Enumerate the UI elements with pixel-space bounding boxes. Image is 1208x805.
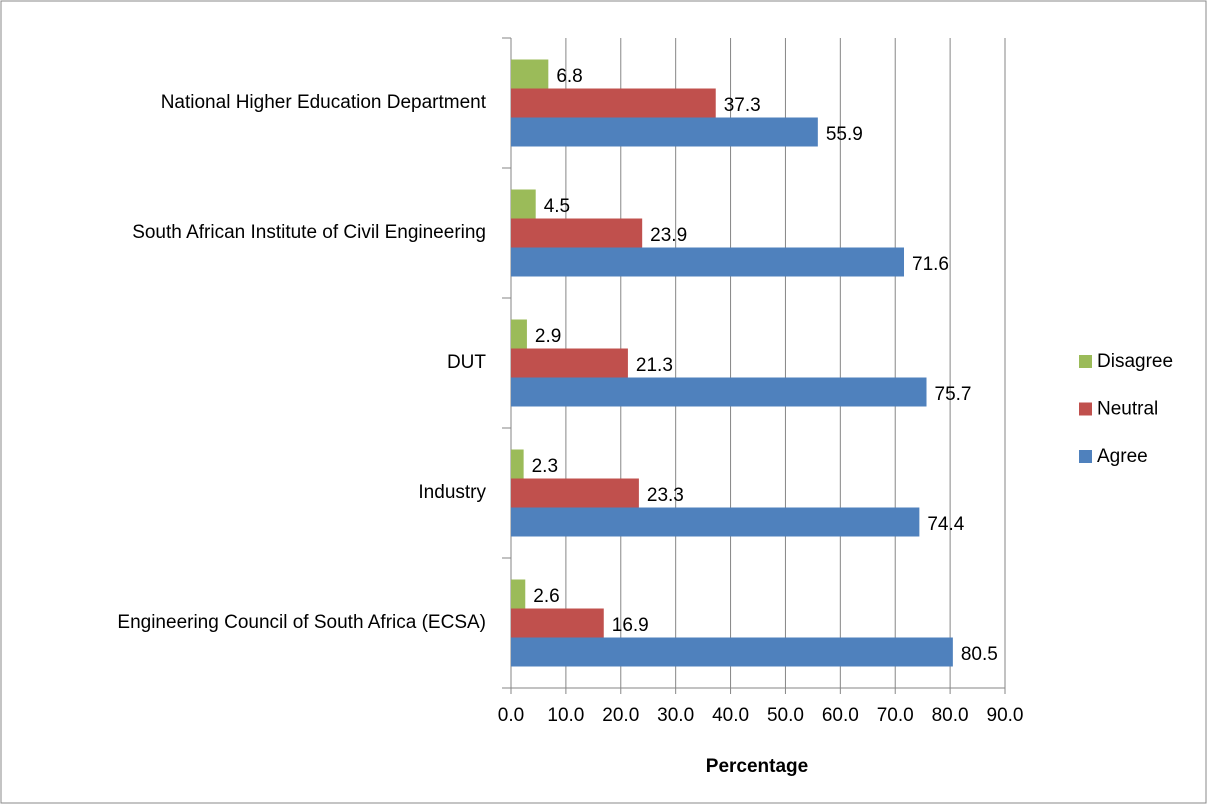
bar bbox=[511, 319, 527, 349]
bar bbox=[511, 478, 639, 508]
data-label: 16.9 bbox=[612, 615, 649, 636]
y-tick-label: DUT bbox=[447, 352, 486, 373]
y-tick-label: Industry bbox=[418, 482, 486, 503]
y-tick-label: National Higher Education Department bbox=[161, 92, 487, 113]
legend-swatch bbox=[1079, 450, 1092, 463]
bar bbox=[511, 88, 716, 118]
x-tick-label: 30.0 bbox=[657, 705, 694, 726]
x-tick-label: 50.0 bbox=[767, 705, 804, 726]
bar bbox=[511, 507, 920, 537]
data-label: 75.7 bbox=[935, 384, 972, 405]
bar bbox=[511, 579, 526, 609]
legend-label: Disagree bbox=[1097, 351, 1173, 372]
bar bbox=[511, 117, 818, 147]
x-tick-label: 70.0 bbox=[877, 705, 914, 726]
bar bbox=[511, 637, 953, 667]
bar bbox=[511, 377, 927, 407]
x-tick-label: 20.0 bbox=[602, 705, 639, 726]
data-label: 4.5 bbox=[544, 196, 570, 217]
x-tick-label: 10.0 bbox=[547, 705, 584, 726]
y-tick-label: Engineering Council of South Africa (ECS… bbox=[117, 612, 486, 633]
y-tick-label: South African Institute of Civil Enginee… bbox=[132, 222, 486, 243]
data-label: 6.8 bbox=[556, 66, 582, 87]
bar bbox=[511, 449, 524, 479]
x-axis-title: Percentage bbox=[706, 756, 808, 777]
x-tick-label: 60.0 bbox=[822, 705, 859, 726]
x-tick-label: 0.0 bbox=[498, 705, 524, 726]
data-label: 23.9 bbox=[650, 225, 687, 246]
bar bbox=[511, 247, 905, 277]
data-label: 74.4 bbox=[927, 514, 964, 535]
bar bbox=[511, 218, 643, 248]
bar bbox=[511, 348, 628, 378]
x-tick-label: 90.0 bbox=[987, 705, 1024, 726]
data-label: 37.3 bbox=[724, 95, 761, 116]
data-label: 23.3 bbox=[647, 485, 684, 506]
legend-swatch bbox=[1079, 402, 1092, 416]
bar bbox=[511, 189, 536, 219]
legend-label: Neutral bbox=[1097, 399, 1158, 420]
data-label: 2.6 bbox=[533, 586, 559, 607]
data-label: 2.3 bbox=[532, 456, 558, 477]
legend-label: Agree bbox=[1097, 446, 1148, 467]
data-label: 55.9 bbox=[826, 124, 863, 145]
x-tick-label: 80.0 bbox=[932, 705, 969, 726]
data-label: 80.5 bbox=[961, 644, 998, 665]
data-label: 2.9 bbox=[535, 326, 561, 347]
bar bbox=[511, 59, 549, 89]
legend-swatch bbox=[1079, 355, 1092, 368]
data-label: 71.6 bbox=[912, 254, 949, 275]
x-tick-label: 40.0 bbox=[712, 705, 749, 726]
bar bbox=[511, 608, 604, 638]
data-label: 21.3 bbox=[636, 355, 673, 376]
